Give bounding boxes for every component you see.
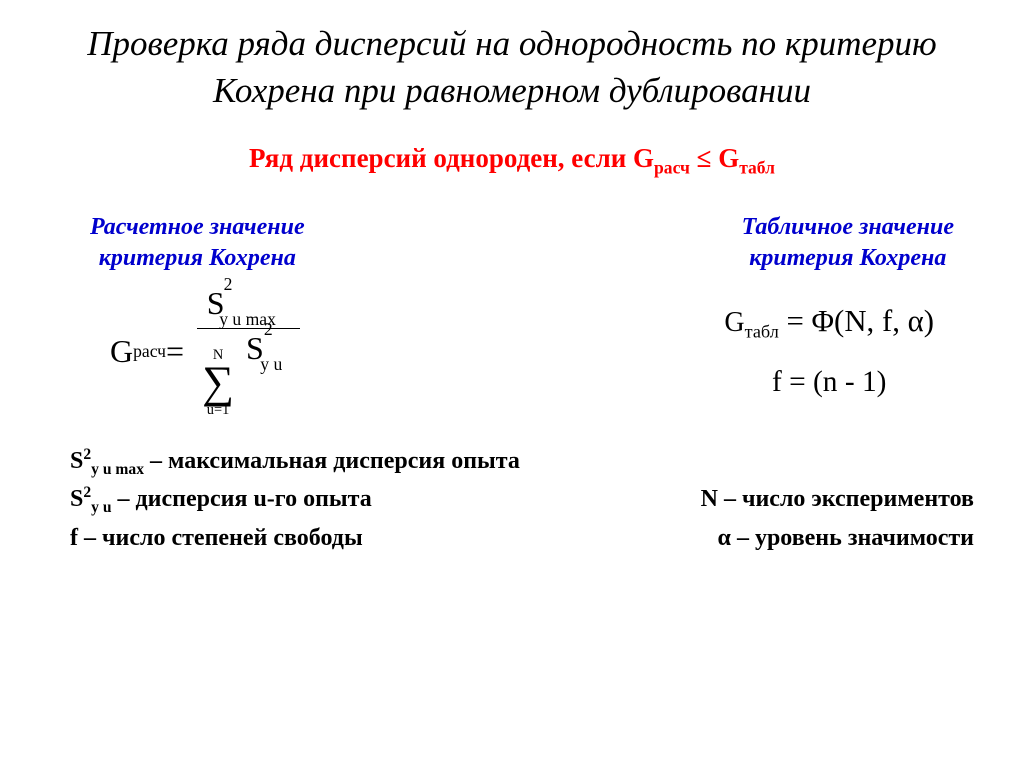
equals-sign: = [166,333,184,370]
def-row2: S2y u – дисперсия u-го опыта N – число э… [70,481,974,519]
formulas-row: Gрасч = S2y u max N ∑ u=1 S2y u Gтабл = … [30,284,994,419]
def1-var: S [70,448,83,474]
definitions: S2y u max – максимальная дисперсия опыта… [30,443,994,555]
cond-mid: ≤ G [690,143,739,173]
def-f: f – число степеней свободы [70,520,363,556]
cond-sub2: табл [739,157,775,177]
g-tabl-sub: табл [745,322,779,342]
def2-sup: 2 [83,484,91,501]
def-s2u: S2y u – дисперсия u-го опыта [70,481,372,519]
g-tabl-line: Gтабл = Φ(N, f, α) [724,291,934,353]
cond-sub1: расч [654,157,690,177]
g-tabl-rhs: = Φ(N, f, α) [779,304,934,338]
def-n: N – число экспериментов [701,481,974,519]
sigma-lower: u=1 [207,403,230,417]
g-rasch-formula: Gрасч = S2y u max N ∑ u=1 S2y u [110,284,305,419]
left-head-l2: критерия Кохрена [99,245,296,271]
left-head-l1: Расчетное значение [90,214,305,240]
def-s2max: S2y u max – максимальная дисперсия опыта [70,443,974,481]
sigma-block: N ∑ u=1 [202,348,234,417]
def-alpha: α – уровень значимости [718,520,974,556]
g-rasch-sub: расч [133,341,166,362]
f-equation: f = (n - 1) [724,353,934,412]
g-tabl-g: G [724,307,744,338]
slide-title: Проверка ряда дисперсий на однородность … [30,20,994,115]
cond-prefix: Ряд дисперсий однороден, если G [249,143,654,173]
num-sup: 2 [224,274,233,294]
den-sub: y u [260,354,282,374]
fraction: S2y u max N ∑ u=1 S2y u [192,284,305,419]
def2-var: S [70,486,83,512]
def2-text: – дисперсия u-го опыта [112,486,372,512]
right-head-l1: Табличное значение [742,214,954,240]
sigma-symbol: ∑ [202,362,234,402]
right-head-l2: критерия Кохрена [749,245,946,271]
def2-sub: y u [91,499,111,516]
def1-text: – максимальная дисперсия опыта [144,448,520,474]
denominator: N ∑ u=1 S2y u [192,329,305,419]
left-column-heading: Расчетное значение критерия Кохрена [90,212,305,274]
g-tabl-formula: Gтабл = Φ(N, f, α) f = (n - 1) [724,291,934,411]
homogeneity-condition: Ряд дисперсий однороден, если Gрасч ≤ Gт… [30,143,994,178]
def-row3: f – число степеней свободы α – уровень з… [70,520,974,556]
numerator: S2y u max [197,284,300,329]
column-headings: Расчетное значение критерия Кохрена Табл… [30,212,994,274]
def1-sup: 2 [83,446,91,463]
den-sup: 2 [264,319,273,339]
def1-sub: y u max [91,461,144,478]
right-column-heading: Табличное значение критерия Кохрена [742,212,954,274]
